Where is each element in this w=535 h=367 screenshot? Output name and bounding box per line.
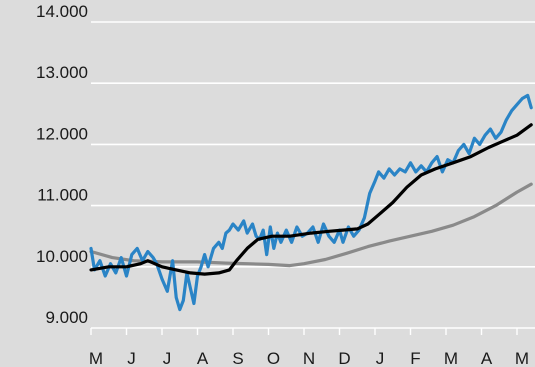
y-tick-label: 10.000 bbox=[36, 247, 88, 266]
x-tick-label: A bbox=[481, 349, 493, 367]
y-tick-label: 14.000 bbox=[36, 2, 88, 21]
series-lines bbox=[89, 93, 533, 312]
x-tick-label: M bbox=[89, 349, 103, 367]
x-tick-label: D bbox=[338, 349, 350, 367]
x-tick-label: S bbox=[232, 349, 243, 367]
y-tick-label: 12.000 bbox=[36, 124, 88, 143]
x-tick-label: M bbox=[444, 349, 458, 367]
x-tick-label: M bbox=[515, 349, 529, 367]
x-tick-label: J bbox=[163, 349, 172, 367]
y-tick-label: 9.000 bbox=[45, 308, 88, 327]
x-tick-label: J bbox=[127, 349, 136, 367]
x-tick-label: A bbox=[197, 349, 209, 367]
x-tick-label: F bbox=[410, 349, 420, 367]
x-tick-label: N bbox=[303, 349, 315, 367]
y-tick-label: 11.000 bbox=[37, 186, 88, 205]
y-axis-labels: 9.000 10.000 11.000 12.000 13.000 14.000 bbox=[36, 2, 88, 327]
y-tick-label: 13.000 bbox=[36, 63, 88, 82]
x-tick-label: J bbox=[376, 349, 385, 367]
x-tick-label: O bbox=[267, 349, 280, 367]
series-line-1 bbox=[89, 123, 533, 276]
